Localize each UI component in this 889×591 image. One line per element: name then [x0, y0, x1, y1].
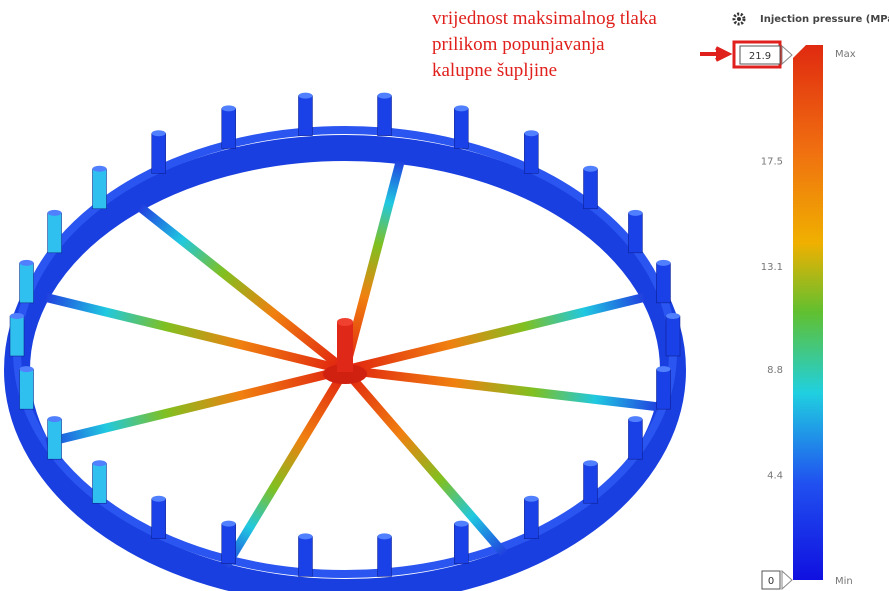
legend-title: Injection pressure (MPa) — [760, 14, 889, 25]
sprue — [337, 322, 353, 372]
post-top — [152, 130, 166, 136]
post — [92, 463, 106, 503]
legend-max-pointer — [782, 46, 792, 64]
spoke — [345, 297, 644, 370]
post — [48, 419, 62, 459]
post-top — [298, 93, 312, 99]
post-top — [378, 93, 392, 99]
legend-tick-label: 8.8 — [767, 365, 783, 376]
post-top — [524, 496, 538, 502]
post-top — [92, 166, 106, 172]
post — [222, 108, 236, 148]
post — [666, 316, 680, 356]
post — [298, 536, 312, 576]
post-top — [222, 521, 236, 527]
spoke — [226, 370, 345, 567]
annotation-line: vrijednost maksimalnog tlaka — [432, 8, 657, 29]
post-top — [584, 166, 598, 172]
legend-tick-label: 4.4 — [767, 471, 783, 482]
post-top — [152, 496, 166, 502]
legend-tick-label: 17.5 — [761, 156, 783, 167]
post — [10, 316, 24, 356]
spoke — [46, 370, 345, 443]
post — [584, 463, 598, 503]
post-top — [584, 460, 598, 466]
post — [378, 536, 392, 576]
post — [628, 419, 642, 459]
post-top — [628, 210, 642, 216]
settings-icon[interactable] — [734, 14, 744, 24]
post — [524, 499, 538, 539]
spoke — [345, 161, 400, 370]
post-top — [20, 366, 34, 372]
post — [152, 133, 166, 173]
legend-tick-label: 13.1 — [761, 262, 783, 273]
annotation-line: prilikom popunjavanja — [432, 34, 605, 55]
post-top — [92, 460, 106, 466]
post-top — [454, 105, 468, 111]
model-view — [10, 93, 680, 591]
post-top — [628, 416, 642, 422]
annotation-line: kalupne šupljine — [432, 60, 557, 81]
post — [656, 369, 670, 409]
post — [524, 133, 538, 173]
legend-min-label: Min — [835, 576, 853, 587]
post — [20, 263, 34, 303]
post — [298, 96, 312, 136]
post — [92, 169, 106, 209]
post-top — [656, 366, 670, 372]
post-top — [10, 313, 24, 319]
post-top — [666, 313, 680, 319]
post — [152, 499, 166, 539]
post — [628, 213, 642, 253]
spoke — [345, 370, 504, 554]
spoke — [345, 370, 658, 407]
post-top — [20, 260, 34, 266]
post — [20, 369, 34, 409]
post-top — [656, 260, 670, 266]
post — [454, 108, 468, 148]
screen: vrijednost maksimalnog tlaka prilikom po… — [0, 0, 889, 591]
post-top — [524, 130, 538, 136]
post — [222, 524, 236, 564]
post-top — [378, 533, 392, 539]
post-top — [454, 521, 468, 527]
post — [584, 169, 598, 209]
post — [378, 96, 392, 136]
sprue-top — [337, 318, 353, 326]
color-bar — [793, 45, 823, 580]
post-top — [48, 210, 62, 216]
annotation-arrow — [700, 48, 728, 60]
post — [656, 263, 670, 303]
post — [454, 524, 468, 564]
post-top — [298, 533, 312, 539]
post-top — [222, 105, 236, 111]
legend-max-label: Max — [835, 49, 856, 60]
post-top — [48, 416, 62, 422]
legend-min-pointer — [782, 571, 792, 589]
post — [48, 213, 62, 253]
legend-max-value: 21.9 — [749, 51, 771, 62]
legend-min-value: 0 — [768, 576, 774, 587]
